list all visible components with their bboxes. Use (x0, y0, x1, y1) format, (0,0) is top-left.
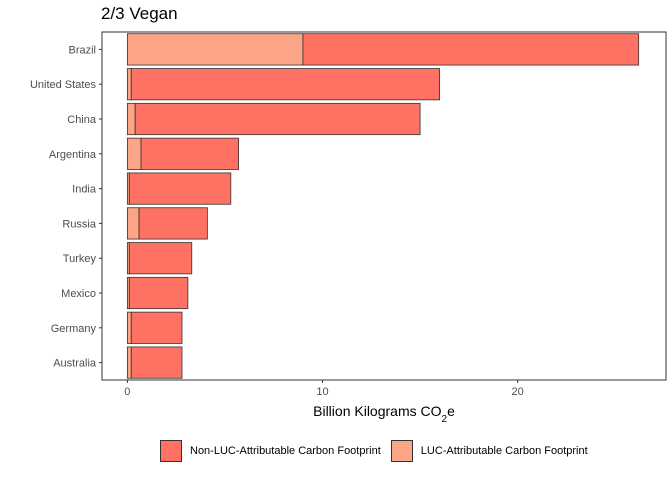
x-tick-label-0: 0 (124, 386, 130, 398)
y-tick-label-russia: Russia (62, 218, 97, 230)
x-axis-title-tail: e (447, 403, 455, 419)
y-tick-label-australia: Australia (53, 358, 97, 370)
y-tick-label-mexico: Mexico (61, 288, 96, 300)
bar-non-luc-brazil (302, 33, 640, 66)
y-tick-label-united-states: United States (30, 79, 97, 91)
bar-luc-russia (126, 207, 140, 240)
bar-non-luc-mexico (128, 276, 189, 310)
bar-luc-united-states (126, 68, 132, 101)
bar-non-luc-india (128, 172, 232, 205)
y-tick-label-turkey: Turkey (63, 253, 97, 265)
legend-item-non-luc: Non-LUC-Attributable Carbon Footprint (160, 440, 381, 462)
bar-non-luc-china (134, 102, 421, 136)
legend-label-non-luc: Non-LUC-Attributable Carbon Footprint (190, 445, 381, 457)
x-axis: 0 10 20 (124, 380, 524, 398)
y-tick-label-brazil: Brazil (68, 44, 96, 56)
legend-label-luc: LUC-Attributable Carbon Footprint (420, 445, 588, 457)
x-axis-title-subscript: 2 (442, 414, 448, 425)
bar-non-luc-russia (138, 207, 208, 240)
legend-key-luc (390, 440, 413, 462)
bar-luc-argentina (126, 137, 142, 170)
y-tick-label-india: India (72, 184, 97, 196)
bar-non-luc-argentina (140, 137, 240, 170)
bar-luc-brazil (126, 33, 304, 66)
y-tick-label-argentina: Argentina (49, 149, 97, 161)
bar-luc-china (126, 102, 136, 136)
bar-luc-germany (126, 311, 132, 344)
legend-item-luc: LUC-Attributable Carbon Footprint (390, 440, 588, 462)
x-tick-label-20: 20 (512, 386, 524, 398)
bar-luc-australia (126, 346, 132, 379)
y-tick-label-china: China (67, 114, 97, 126)
chart-title: 2/3 Vegan (101, 4, 178, 23)
bar-non-luc-australia (130, 346, 183, 379)
legend: Non-LUC-Attributable Carbon Footprint LU… (160, 440, 598, 462)
legend-key-non-luc (160, 440, 182, 462)
bar-non-luc-united-states (130, 68, 441, 101)
bars-group (126, 33, 640, 379)
bar-non-luc-germany (130, 311, 183, 344)
bar-non-luc-turkey (128, 242, 193, 275)
y-tick-label-germany: Germany (51, 323, 97, 335)
x-axis-title-main: Billion Kilograms CO (313, 403, 441, 419)
x-tick-label-10: 10 (316, 386, 328, 398)
y-axis: Brazil United States China Argentina India Ru… (30, 44, 102, 370)
x-axis-title: Billion Kilograms CO2e (313, 403, 455, 425)
